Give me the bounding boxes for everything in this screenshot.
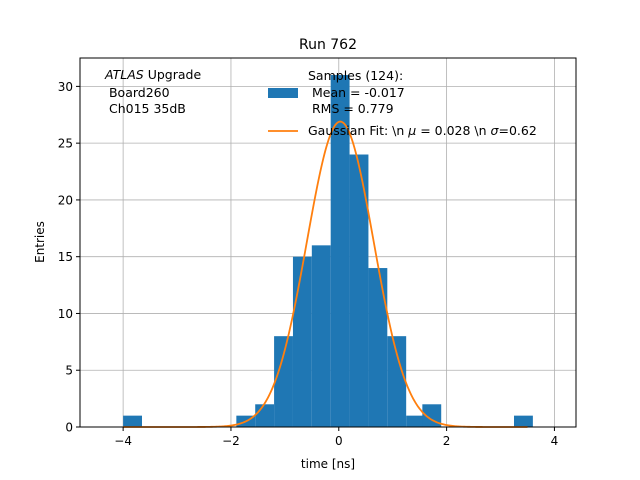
y-axis-ticks: 0 5 10 15 20 25 30 bbox=[58, 80, 80, 435]
x-axis-ticks: −4 −2 0 2 4 bbox=[114, 427, 558, 448]
legend-histogram-line-3: RMS = 0.779 bbox=[308, 101, 394, 116]
histogram-bar bbox=[514, 415, 533, 427]
upgrade-label: Upgrade bbox=[144, 67, 202, 82]
x-tick-label: 0 bbox=[335, 434, 343, 448]
histogram-bar bbox=[311, 245, 331, 427]
histogram-bar bbox=[274, 336, 293, 427]
legend-fit-label: Gaussian Fit: \n μ = 0.028 \n σ=0.62 bbox=[308, 123, 537, 138]
legend-histogram-line-1: Samples (124): bbox=[308, 68, 403, 83]
histogram-bar bbox=[406, 415, 426, 427]
y-axis-label: Entries bbox=[33, 221, 47, 263]
legend-fit-sigma-text: =0.62 bbox=[498, 123, 536, 138]
histogram-bar bbox=[387, 336, 407, 427]
histogram-bar bbox=[123, 415, 142, 427]
legend: Samples (124): Mean = -0.017 RMS = 0.779… bbox=[268, 68, 537, 138]
legend-fit-sigma: σ bbox=[491, 123, 500, 138]
atlas-annotation: ATLAS Upgrade Board260 Ch015 35dB bbox=[104, 67, 201, 116]
y-tick-label: 20 bbox=[58, 193, 73, 207]
x-axis-label: time [ns] bbox=[301, 457, 355, 471]
histogram-bar bbox=[292, 256, 312, 427]
y-tick-label: 0 bbox=[65, 421, 73, 435]
x-tick-label: −4 bbox=[114, 434, 132, 448]
y-tick-label: 25 bbox=[58, 137, 73, 151]
y-tick-label: 10 bbox=[58, 307, 73, 321]
annotation-line-2: Board260 bbox=[105, 85, 170, 100]
x-tick-label: −2 bbox=[222, 434, 240, 448]
y-tick-label: 30 bbox=[58, 80, 73, 94]
annotation-line-1: ATLAS Upgrade bbox=[104, 67, 201, 82]
chart-title: Run 762 bbox=[299, 37, 357, 53]
y-tick-label: 15 bbox=[58, 250, 73, 264]
legend-fit-mu: μ bbox=[407, 123, 416, 138]
legend-fit-mu-text: = 0.028 \n bbox=[416, 123, 490, 138]
annotation-line-3: Ch015 35dB bbox=[105, 101, 186, 116]
plot-frame bbox=[79, 57, 577, 428]
histogram-bar bbox=[349, 154, 369, 427]
x-tick-label: 2 bbox=[443, 434, 451, 448]
y-tick-label: 5 bbox=[65, 364, 73, 378]
legend-histogram-swatch bbox=[268, 88, 298, 98]
histogram-bar bbox=[330, 75, 350, 428]
x-tick-label: 4 bbox=[551, 434, 559, 448]
histogram-bar bbox=[368, 268, 388, 427]
histogram-bar bbox=[255, 404, 275, 427]
legend-histogram-line-2: Mean = -0.017 bbox=[308, 85, 405, 100]
atlas-label: ATLAS bbox=[104, 67, 144, 82]
legend-fit-prefix: Gaussian Fit: \n bbox=[308, 123, 408, 138]
